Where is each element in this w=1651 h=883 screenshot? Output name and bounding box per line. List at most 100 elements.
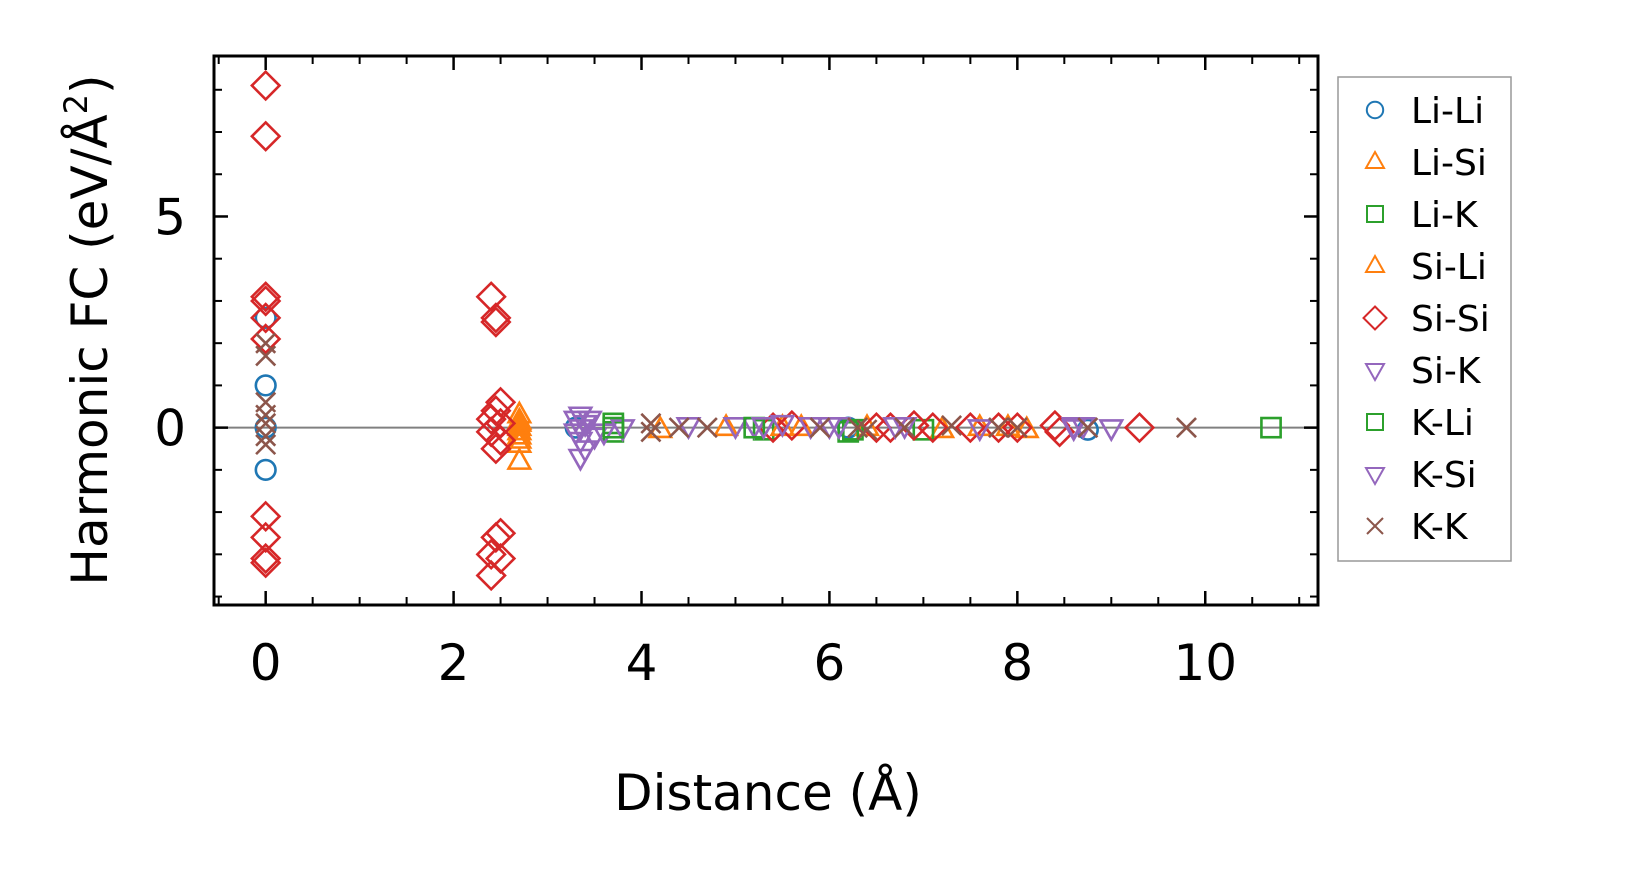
marker-x-stroke	[255, 434, 277, 456]
series-si-si	[250, 69, 1156, 592]
marker-triangle-up	[1364, 253, 1386, 273]
marker-diamond	[484, 424, 517, 456]
marker-x	[1175, 417, 1197, 439]
marker-triangle-up	[506, 421, 533, 445]
marker-diamond	[917, 411, 949, 444]
legend-item-si-si: Si-Si	[1362, 299, 1490, 340]
marker-x	[640, 421, 662, 443]
marker-x-stroke	[1006, 417, 1028, 439]
marker-triangle-down	[576, 410, 603, 434]
marker-triangle-down	[825, 417, 852, 441]
marker-triangle-down	[769, 414, 796, 439]
marker-circle	[254, 306, 277, 329]
marker-x	[255, 434, 277, 456]
marker-diamond	[484, 517, 517, 549]
marker-square	[1366, 205, 1384, 223]
y-axis-title-superscript: 2	[57, 94, 95, 114]
marker-x	[640, 412, 662, 434]
marker-diamond	[480, 302, 512, 334]
axes-frame	[212, 54, 1320, 607]
marker-square	[1260, 416, 1282, 439]
legend-item-li-li: Li-Li	[1365, 91, 1484, 132]
marker-x-stroke	[894, 417, 916, 439]
marker-diamond	[475, 281, 507, 313]
series-li-li	[254, 306, 1099, 482]
marker-diamond	[250, 500, 282, 532]
legend-item-li-k: Li-K	[1366, 195, 1479, 236]
marker-circle	[1365, 100, 1385, 120]
marker-x-stroke	[809, 417, 831, 439]
marker-x-stroke	[1366, 517, 1384, 535]
marker-square	[1366, 413, 1384, 431]
marker-x-stroke	[1175, 417, 1197, 439]
marker-diamond	[250, 542, 282, 575]
marker-diamond	[250, 281, 282, 313]
marker-diamond	[1123, 411, 1156, 444]
marker-triangle-down	[750, 417, 777, 441]
marker-x	[941, 414, 963, 437]
marker-x	[1077, 417, 1099, 439]
marker-triangle-down	[722, 417, 749, 441]
y-axis-title-main: Harmonic FC (eV/Å	[61, 114, 119, 585]
marker-diamond	[954, 411, 986, 444]
x-axis-title: Distance (Å)	[614, 764, 922, 822]
marker-diamond	[1001, 411, 1033, 444]
legend-item-li-si: Li-Si	[1364, 143, 1487, 184]
legend-label: K-K	[1411, 507, 1469, 548]
marker-x-stroke	[988, 417, 1010, 439]
marker-x	[856, 419, 878, 441]
series-k-k	[255, 332, 1197, 456]
legend-item-k-k: K-K	[1366, 507, 1469, 548]
marker-diamond	[1362, 305, 1388, 331]
marker-x-stroke	[1077, 417, 1099, 439]
x-tick-label: 0	[250, 634, 282, 692]
marker-diamond	[250, 521, 282, 554]
series-k-si	[562, 410, 1125, 447]
legend-item-si-li: Si-Li	[1364, 247, 1487, 288]
marker-diamond	[250, 302, 282, 334]
tick-marks	[214, 56, 1318, 605]
x-tick-label: 6	[814, 634, 846, 692]
marker-triangle-down	[1060, 417, 1087, 441]
legend-box	[1337, 76, 1512, 562]
marker-triangle-up	[506, 417, 533, 441]
marker-x	[988, 417, 1010, 439]
marker-x	[255, 404, 277, 426]
marker-triangle-up	[713, 412, 740, 437]
data-markers	[250, 69, 1282, 592]
legend-label: Si-K	[1411, 351, 1482, 392]
marker-x-stroke	[856, 419, 878, 441]
legend: Li-Li Li-Si Li-K Si-Li Si-Si Si-K K-Li K-Si K-K	[1337, 76, 1512, 562]
marker-diamond	[475, 559, 507, 592]
y-tick-label: 5	[154, 188, 186, 246]
marker-circle	[254, 374, 277, 397]
marker-x	[1006, 417, 1028, 439]
tick-labels: 0 2 4 6 8 10 0 5	[154, 188, 1237, 692]
legend-label: K-Li	[1411, 403, 1474, 444]
y-axis-title: Harmonic FC (eV/Å2)	[57, 74, 119, 585]
marker-diamond	[475, 403, 507, 435]
legend-label: Li-K	[1411, 195, 1479, 236]
marker-diamond	[480, 433, 512, 465]
marker-x-stroke	[255, 345, 277, 367]
marker-diamond	[475, 538, 507, 570]
marker-triangle-down	[562, 410, 589, 434]
legend-label: Li-Li	[1411, 91, 1484, 132]
legend-label: K-Si	[1411, 455, 1477, 496]
marker-triangle-down	[572, 440, 599, 464]
marker-x-stroke	[640, 421, 662, 443]
marker-x-stroke	[847, 417, 869, 439]
y-tick-label: 0	[154, 400, 186, 458]
marker-triangle-down	[1364, 363, 1386, 383]
marker-triangle-down	[1364, 467, 1386, 487]
legend-item-si-k: Si-K	[1364, 351, 1482, 392]
legend-label: Si-Si	[1411, 299, 1490, 340]
marker-triangle-up	[1364, 149, 1386, 169]
marker-triangle-up	[966, 412, 993, 437]
marker-diamond	[250, 323, 282, 355]
axes	[212, 54, 1320, 607]
legend-item-k-si: K-Si	[1364, 455, 1477, 496]
marker-x-stroke	[640, 412, 662, 434]
marker-diamond	[250, 120, 282, 152]
marker-x	[894, 417, 916, 439]
